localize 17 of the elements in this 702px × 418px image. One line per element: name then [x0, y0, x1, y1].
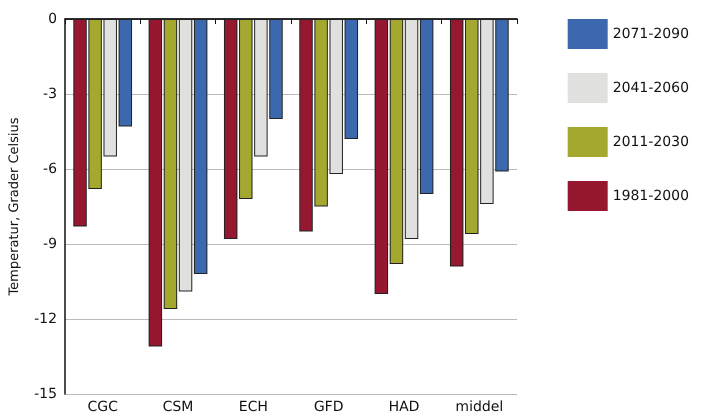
x-tick-label: GFD: [314, 399, 344, 415]
y-tick-label: -15: [34, 386, 57, 402]
x-tick-label: ECH: [238, 399, 268, 415]
y-tick-label: -6: [43, 161, 58, 177]
y-tick-label: -12: [34, 311, 57, 327]
x-tick-label: CGC: [87, 399, 118, 415]
x-tick-label: CSM: [162, 399, 194, 415]
legend-label: 2071-2090: [612, 26, 690, 42]
x-tick-label: HAD: [388, 399, 420, 415]
y-tick-label: -9: [43, 236, 57, 252]
legend-label: 1981-2000: [612, 188, 690, 204]
y-tick-label: -3: [43, 86, 57, 102]
y-tick-label: 0: [48, 11, 57, 27]
legend-label: 2011-2030: [612, 134, 690, 150]
x-tick-label: middel: [455, 399, 504, 415]
legend-label: 2041-2060: [612, 80, 690, 96]
y-axis-title: Temperatur, Grader Celsius: [7, 117, 22, 297]
